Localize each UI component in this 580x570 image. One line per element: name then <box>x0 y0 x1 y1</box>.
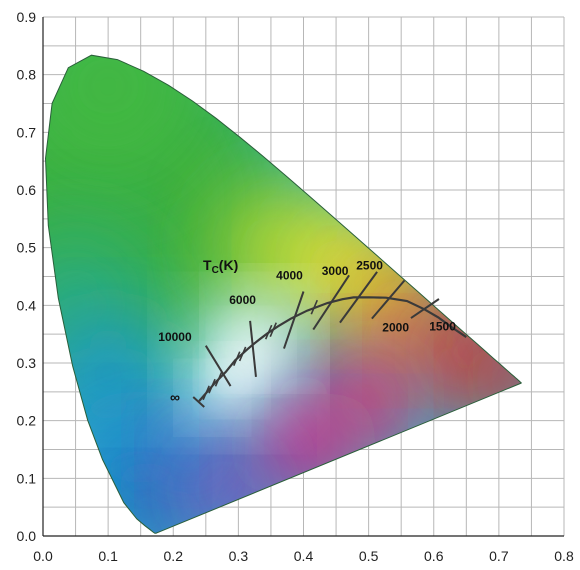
cct-label-2000: 2000 <box>382 320 409 334</box>
locus-minor-tick <box>233 351 241 366</box>
gamut-fill <box>45 55 522 534</box>
cct-label-4000: 4000 <box>276 268 303 282</box>
y-tick-label: 0.9 <box>17 9 37 25</box>
cct-label-1500: 1500 <box>429 320 456 334</box>
locus-minor-tick <box>310 299 319 315</box>
x-tick-label: 0.5 <box>359 548 379 564</box>
cct-label-10000: 10000 <box>158 330 192 344</box>
locus-minor-tick <box>208 378 216 394</box>
x-tick-label: 0.2 <box>164 548 184 564</box>
x-tick-label: 0.8 <box>554 548 574 564</box>
locus-minor-tick <box>238 346 247 362</box>
locus-minor-tick <box>269 322 277 338</box>
tc-axis-title: TC(K) <box>203 257 238 276</box>
x-tick-label: 0.0 <box>33 548 53 564</box>
cct-labels: 10000 6000 4000 3000 2500 2000 1500 <box>158 259 456 345</box>
planckian-locus-line <box>198 296 467 402</box>
y-tick-label: 0.5 <box>17 240 37 256</box>
x-tick-label: 0.7 <box>489 548 509 564</box>
locus-minor-tick <box>214 371 223 387</box>
isotherm-1500 <box>410 298 440 319</box>
cct-label-6000: 6000 <box>229 293 256 307</box>
tc-tail: (K) <box>219 257 238 273</box>
planckian-locus <box>192 271 467 408</box>
x-tick-label: 0.3 <box>229 548 249 564</box>
axes <box>42 17 564 537</box>
locus-minor-tick <box>264 324 273 340</box>
x-tick-label: 0.4 <box>294 548 314 564</box>
gamut-color-blob <box>472 341 522 420</box>
y-tick-label: 0.0 <box>17 528 37 544</box>
isotherm-4000 <box>283 291 305 349</box>
y-tick-label: 0.3 <box>17 355 37 371</box>
locus-minor-tick <box>202 385 210 401</box>
y-tick-label: 0.2 <box>17 413 37 429</box>
spectral-locus-outline <box>44 54 522 534</box>
y-tick-label: 0.4 <box>17 297 37 313</box>
gamut-color-blob <box>153 411 219 477</box>
isotherm-2000 <box>371 279 406 320</box>
gamut-color-blob <box>45 55 213 191</box>
tc-sub: C <box>212 265 219 276</box>
cct-label-2500: 2500 <box>356 259 383 273</box>
y-tick-labels: 0.0 0.1 0.2 0.3 0.4 0.5 0.6 0.7 0.8 0.9 <box>17 9 37 544</box>
isotherm-2500 <box>339 271 378 324</box>
x-tick-label: 0.6 <box>424 548 444 564</box>
y-tick-label: 0.6 <box>17 182 37 198</box>
cct-label-3000: 3000 <box>322 264 349 278</box>
infinity-label: ∞ <box>170 389 180 405</box>
x-tick-label: 0.1 <box>98 548 118 564</box>
x-tick-labels: 0.0 0.1 0.2 0.3 0.4 0.5 0.6 0.7 0.8 <box>33 548 574 564</box>
locus-end-tick <box>192 396 205 408</box>
isotherm-3000 <box>312 274 350 331</box>
y-tick-label: 0.1 <box>17 470 37 486</box>
y-tick-label: 0.8 <box>17 67 37 83</box>
tc-main: T <box>203 257 212 273</box>
isotherm-6000 <box>249 320 257 377</box>
y-tick-label: 0.7 <box>17 124 37 140</box>
isotherm-10000 <box>204 345 232 387</box>
